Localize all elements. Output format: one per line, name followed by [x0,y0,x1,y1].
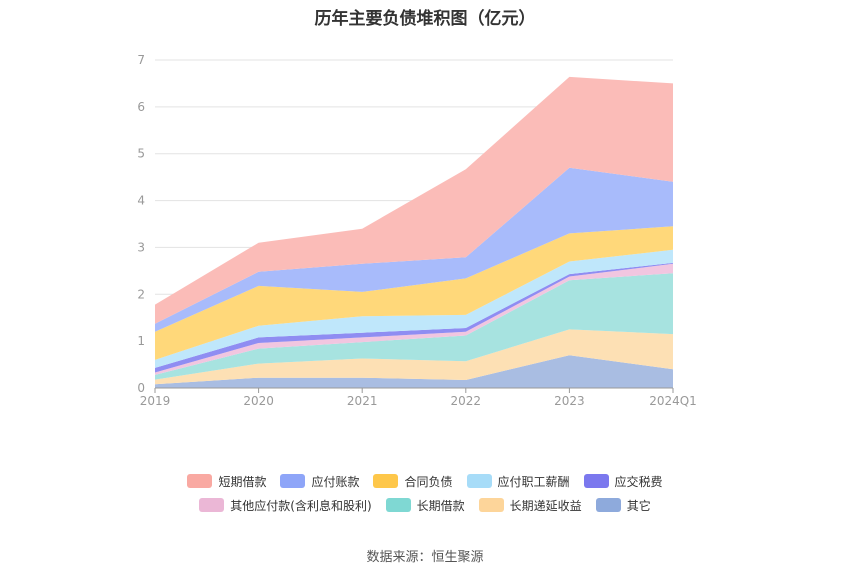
legend-item[interactable]: 其他应付款(含利息和股利) [199,497,372,514]
legend-label: 其它 [626,498,651,513]
legend-swatch [583,474,609,488]
legend-label: 应交税费 [614,474,663,489]
x-tick-label: 2024Q1 [649,394,697,408]
y-tick-label: 3 [137,240,145,254]
legend-swatch [199,498,225,512]
axes: 0 1 2 3 4 5 6 7 2019 2020 2021 2022 2023 2024Q1 [137,53,696,408]
legend-item[interactable]: 应付职工薪酬 [466,473,570,490]
legend-label: 应付职工薪酬 [497,474,570,489]
x-tick-label: 2021 [347,394,378,408]
legend-label: 长期递延收益 [509,498,582,513]
legend-item[interactable]: 应交税费 [583,473,663,490]
y-tick-label: 2 [137,287,145,301]
legend-item[interactable]: 合同负债 [373,473,453,490]
legend-item[interactable]: 长期递延收益 [478,497,582,514]
area-series [155,167,673,332]
area-series [155,329,673,385]
legend-row: 短期借款 应付账款 合同负债 应付职工薪酬 应交税费 [0,469,850,493]
legend-row: 其他应付款(含利息和股利) 长期借款 长期递延收益 其它 [0,493,850,517]
area-series [155,263,673,375]
legend-swatch [595,498,621,512]
legend-swatch [385,498,411,512]
area-series [155,273,673,380]
area-series [155,262,673,373]
legend-label: 合同负债 [404,474,453,489]
legend-label: 长期借款 [416,498,465,513]
y-tick-label: 7 [137,53,145,67]
x-tick-label: 2020 [243,394,274,408]
legend-label: 其他应付款(含利息和股利) [230,498,372,513]
y-tick-label: 5 [137,147,145,161]
area-series [155,76,673,324]
area-series [155,355,673,388]
legend-swatch [187,474,213,488]
area-series [155,249,673,368]
area-series [155,226,673,360]
legend-swatch [478,498,504,512]
area-series-group [155,76,673,388]
x-tick-label: 2022 [451,394,482,408]
stacked-area-chart: 0 1 2 3 4 5 6 7 2019 2020 2021 2022 2023 2024Q1 [137,53,696,408]
x-tick-label: 2019 [140,394,171,408]
legend-label: 应付账款 [311,474,360,489]
y-tick-label: 6 [137,100,145,114]
legend-item[interactable]: 应付账款 [280,473,359,490]
chart-title: 历年主要负债堆积图（亿元） [314,9,536,29]
legend: 短期借款 应付账款 合同负债 应付职工薪酬 应交税费 其他应付款(含利息和股利) 长期借款… [0,469,850,517]
source-note: 数据来源：恒生聚源 [366,550,484,565]
y-tick-label: 0 [137,381,145,395]
legend-item[interactable]: 长期借款 [385,497,465,514]
legend-swatch [466,474,492,488]
legend-item[interactable]: 其它 [595,497,651,514]
y-tick-label: 1 [137,334,145,348]
x-tick-label: 2023 [554,394,585,408]
y-tick-label: 4 [137,194,145,208]
legend-item[interactable]: 短期借款 [187,473,266,490]
legend-swatch [373,474,399,488]
legend-swatch [280,474,306,488]
legend-label: 短期借款 [218,474,267,489]
